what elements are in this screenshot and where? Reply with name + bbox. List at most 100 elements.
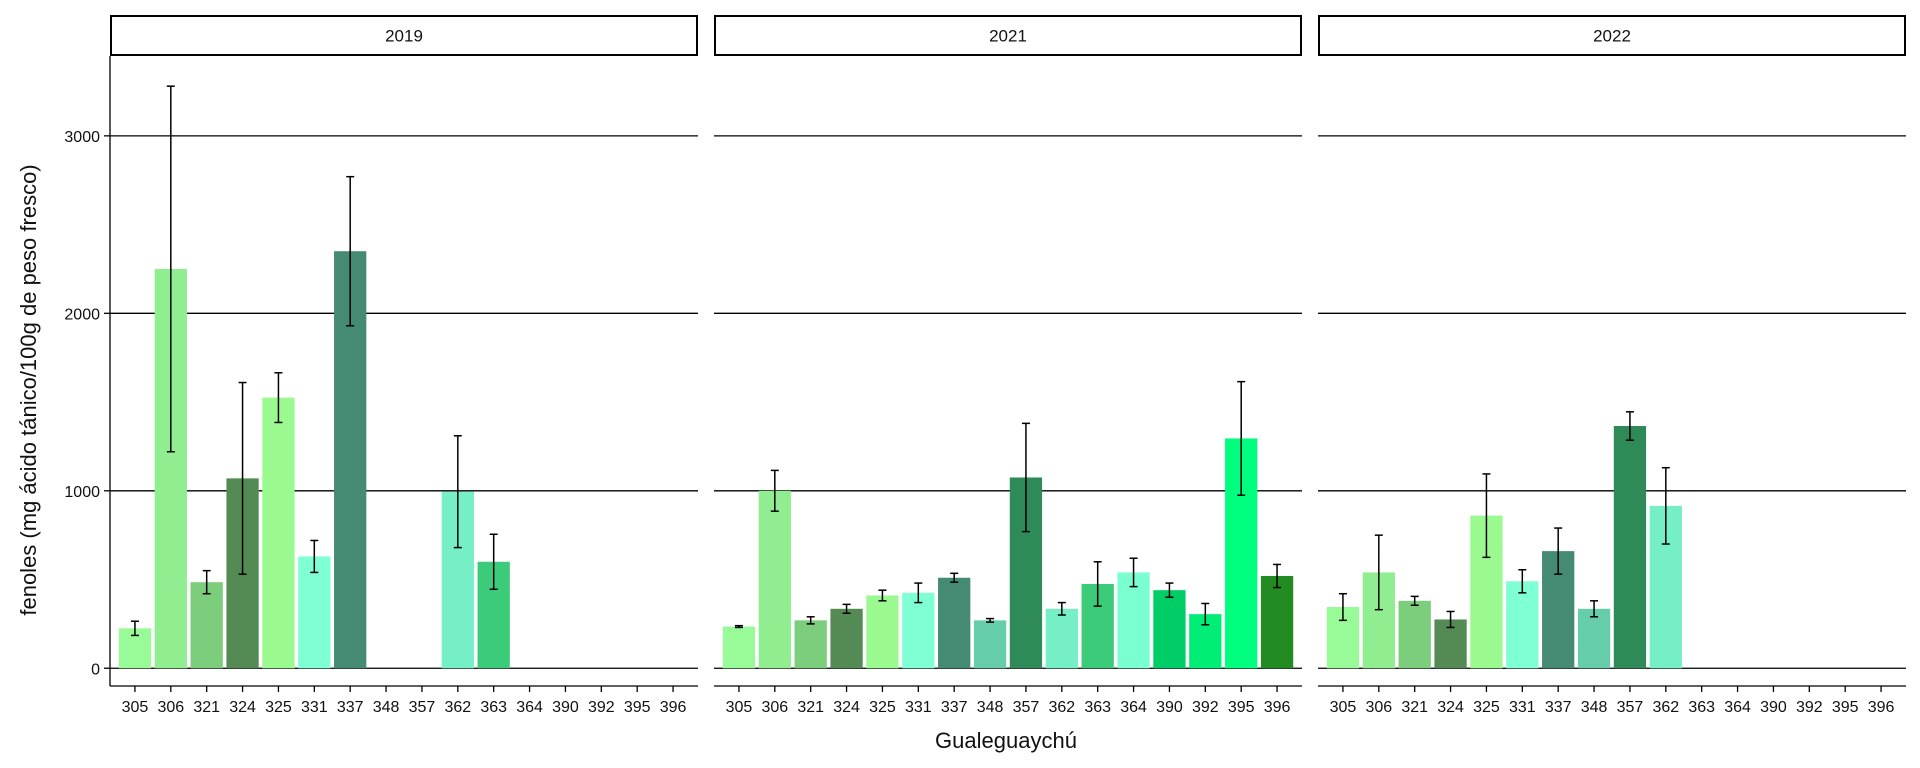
panels-layer: 2019 0 1000 2000 3000 305 306 321 324 325 331 337 34…	[64, 15, 1906, 716]
x-tick-label: 390	[552, 699, 579, 716]
error-bar-2021-363	[1093, 561, 1102, 607]
x-tick-label: 337	[337, 699, 364, 716]
error-bar-2022-348	[1590, 600, 1599, 618]
panel-strip-label: 2019	[385, 27, 423, 46]
panel-2019: 2019 0 1000 2000 3000 305 306 321 324 325 331 337 34…	[64, 15, 698, 716]
panel-2022: 2022 305 306 321 324 325 331 337 348 357 362 363 364…	[1318, 15, 1906, 716]
error-bar-2022-362	[1661, 466, 1670, 545]
x-tick-label: 325	[265, 699, 292, 716]
error-bar-2021-364	[1129, 557, 1138, 588]
x-tick-label: 364	[516, 699, 543, 716]
x-tick-label: 331	[905, 699, 932, 716]
x-tick-label: 324	[833, 699, 860, 716]
bar-2021-396	[1260, 575, 1294, 669]
error-bar-2021-396	[1273, 563, 1282, 589]
x-tick-label: 392	[1192, 699, 1219, 716]
bar-2019-325	[262, 397, 295, 669]
x-tick-label: 321	[797, 699, 824, 716]
x-tick-label: 396	[660, 699, 687, 716]
error-bar-2019-321	[202, 569, 211, 595]
panel-strip	[1318, 15, 1906, 56]
x-tick-label: 357	[1013, 699, 1040, 716]
bar-2022-331	[1506, 581, 1539, 669]
bar-2021-331	[902, 592, 935, 669]
x-tick-label: 364	[1120, 699, 1147, 716]
x-tick-label: 362	[1048, 699, 1075, 716]
x-tick-label: 363	[1688, 699, 1715, 716]
x-tick-label: 396	[1868, 699, 1895, 716]
panel-strip-label: 2022	[1593, 27, 1631, 46]
error-bar-2022-325	[1482, 473, 1491, 559]
error-bar-2022-337	[1554, 527, 1563, 575]
error-bar-2022-324	[1446, 610, 1455, 629]
error-bar-2019-305	[130, 620, 139, 637]
bar-2021-321	[794, 620, 827, 669]
x-axis-title: Gualeguaychú	[935, 728, 1077, 753]
x-tick-label: 348	[373, 699, 400, 716]
error-bar-2022-306	[1374, 534, 1383, 611]
error-bar-2022-321	[1410, 595, 1419, 607]
error-bar-2019-363	[489, 533, 498, 591]
x-tick-label: 362	[444, 699, 471, 716]
x-tick-label: 331	[301, 699, 328, 716]
error-bar-2021-306	[770, 469, 779, 512]
error-bar-2021-324	[842, 603, 851, 614]
x-tick-label: 321	[193, 699, 220, 716]
x-tick-label: 362	[1652, 699, 1679, 716]
x-tick-label: 348	[977, 699, 1004, 716]
error-bar-2022-357	[1625, 411, 1634, 441]
error-bar-2022-305	[1338, 592, 1347, 622]
x-tick-label: 337	[941, 699, 968, 716]
x-tick-label: 324	[229, 699, 256, 716]
bar-2019-331	[298, 556, 331, 669]
error-bar-2021-395	[1237, 380, 1246, 496]
x-tick-label: 390	[1760, 699, 1787, 716]
bar-2022-348	[1577, 608, 1611, 669]
bar-2021-362	[1045, 608, 1078, 669]
bar-2021-364	[1117, 572, 1150, 669]
x-tick-label: 357	[409, 699, 436, 716]
x-tick-label: 390	[1156, 699, 1183, 716]
error-bar-2021-321	[806, 616, 815, 625]
error-bar-2019-324	[238, 381, 247, 575]
bar-2021-306	[758, 490, 791, 669]
x-tick-label: 305	[1330, 699, 1357, 716]
bar-2022-321	[1398, 600, 1431, 669]
x-tick-label: 363	[480, 699, 507, 716]
x-tick-label: 396	[1264, 699, 1291, 716]
x-tick-label: 395	[1832, 699, 1859, 716]
x-tick-label: 363	[1084, 699, 1111, 716]
bar-2021-305	[722, 626, 756, 669]
x-tick-label: 306	[1365, 699, 1392, 716]
error-bar-2019-306	[166, 85, 175, 453]
error-bar-2021-392	[1201, 602, 1210, 626]
x-tick-label: 364	[1724, 699, 1751, 716]
panel-strip	[110, 15, 698, 56]
x-tick-label: 392	[588, 699, 615, 716]
error-bar-2019-331	[310, 539, 319, 574]
y-tick-label: 3000	[64, 129, 100, 146]
error-bar-2019-362	[453, 435, 462, 549]
x-tick-label: 392	[1796, 699, 1823, 716]
y-tick-label: 1000	[64, 484, 100, 501]
x-tick-label: 395	[1228, 699, 1255, 716]
x-tick-label: 337	[1545, 699, 1572, 716]
x-tick-label: 325	[869, 699, 896, 716]
error-bar-2021-305	[734, 624, 743, 629]
x-tick-label: 348	[1581, 699, 1608, 716]
error-bar-2022-331	[1518, 569, 1527, 594]
x-tick-label: 306	[761, 699, 788, 716]
x-tick-label: 357	[1617, 699, 1644, 716]
x-tick-label: 395	[624, 699, 651, 716]
bar-2021-324	[830, 608, 863, 669]
error-bar-2021-331	[914, 582, 923, 604]
x-tick-label: 324	[1437, 699, 1464, 716]
x-tick-label: 331	[1509, 699, 1536, 716]
x-tick-label: 325	[1473, 699, 1500, 716]
bar-2021-337	[938, 577, 971, 669]
bar-2021-390	[1153, 590, 1186, 669]
error-bar-2021-362	[1057, 601, 1066, 616]
x-tick-label: 321	[1401, 699, 1428, 716]
panel-strip-label: 2021	[989, 27, 1027, 46]
